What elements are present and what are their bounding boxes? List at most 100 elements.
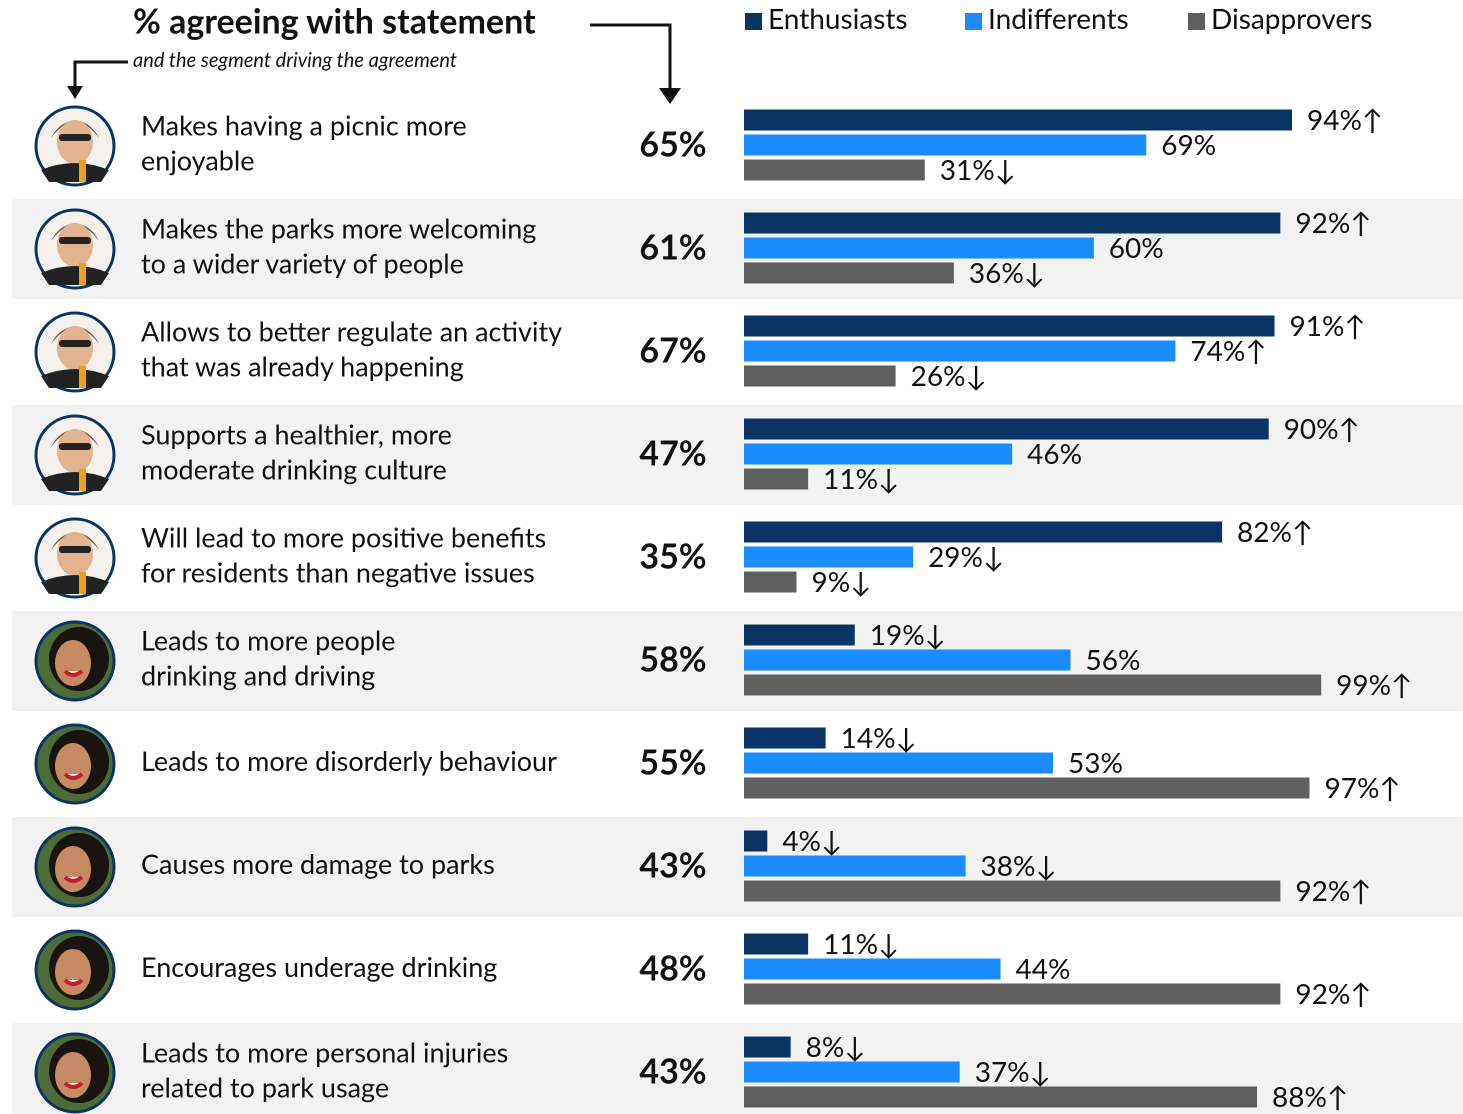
avatar-hair bbox=[51, 429, 99, 447]
avatar-bottle bbox=[79, 263, 86, 285]
avatar bbox=[34, 723, 116, 805]
avatar-hair bbox=[51, 532, 99, 550]
avatar-body bbox=[41, 163, 109, 182]
bar bbox=[744, 674, 1322, 696]
value-label: 92%↑ bbox=[1295, 205, 1371, 239]
avatar bbox=[34, 105, 116, 187]
avatar-glasses bbox=[59, 340, 91, 347]
chart-title: % agreeing with statement bbox=[133, 1, 536, 42]
avatar-face bbox=[55, 1052, 91, 1098]
statement: that was already happening bbox=[141, 349, 464, 382]
total-label: 58% bbox=[639, 639, 706, 680]
value-label: 97%↑ bbox=[1325, 770, 1401, 804]
legend-swatch bbox=[965, 13, 982, 30]
bar bbox=[744, 262, 954, 284]
avatar-body bbox=[41, 472, 109, 491]
bar bbox=[744, 777, 1310, 799]
statement: Will lead to more positive benefits bbox=[141, 520, 546, 553]
legend-label: Indifferents bbox=[988, 1, 1129, 35]
avatar bbox=[34, 929, 116, 1011]
avatar-hair bbox=[51, 120, 99, 138]
avatar-hair bbox=[51, 326, 99, 344]
statement: Makes having a picnic more bbox=[141, 108, 467, 141]
avatar-face bbox=[55, 949, 91, 995]
avatar bbox=[34, 826, 116, 908]
value-label: 56% bbox=[1085, 642, 1140, 676]
value-label: 14%↓ bbox=[841, 720, 917, 754]
avatar-face bbox=[57, 326, 93, 370]
avatar-face bbox=[55, 640, 91, 686]
legend-swatch bbox=[745, 13, 762, 30]
bar bbox=[744, 752, 1053, 774]
avatar bbox=[34, 1032, 116, 1114]
statement: enjoyable bbox=[141, 143, 255, 176]
avatar bbox=[34, 311, 116, 393]
bar bbox=[744, 546, 914, 568]
bar bbox=[744, 624, 855, 646]
bar bbox=[744, 134, 1147, 156]
value-label: 94%↑ bbox=[1307, 102, 1383, 136]
bar bbox=[744, 933, 809, 955]
bar bbox=[744, 109, 1293, 131]
avatar-face bbox=[57, 120, 93, 164]
value-label: 74%↑ bbox=[1190, 333, 1266, 367]
avatar-hair bbox=[51, 223, 99, 241]
avatar-face bbox=[55, 846, 91, 892]
bar bbox=[744, 649, 1071, 671]
legend-label: Disapprovers bbox=[1211, 1, 1372, 35]
value-label: 38%↓ bbox=[981, 848, 1057, 882]
avatar-smile bbox=[63, 772, 84, 780]
bar bbox=[744, 159, 925, 181]
value-label: 36%↓ bbox=[969, 255, 1045, 289]
avatar-glasses bbox=[59, 134, 91, 141]
arrow-head bbox=[67, 86, 83, 99]
value-label: 11%↓ bbox=[823, 926, 899, 960]
avatar bbox=[34, 620, 116, 702]
value-label: 4%↓ bbox=[782, 823, 842, 857]
value-label: 8%↓ bbox=[806, 1029, 866, 1063]
bar bbox=[744, 1061, 960, 1083]
value-label: 26%↓ bbox=[911, 358, 987, 392]
bar bbox=[744, 468, 809, 490]
avatar-glasses bbox=[59, 443, 91, 450]
statement: to a wider variety of people bbox=[141, 246, 464, 279]
arrow-head bbox=[659, 88, 681, 104]
total-label: 47% bbox=[639, 433, 706, 474]
avatar-face bbox=[57, 223, 93, 267]
statement: Supports a healthier, more bbox=[141, 417, 452, 450]
avatar-body bbox=[41, 575, 109, 594]
value-label: 9%↓ bbox=[811, 564, 871, 598]
total-label: 61% bbox=[639, 227, 706, 268]
legend-label: Enthusiasts bbox=[768, 1, 908, 35]
avatar-bottle bbox=[79, 572, 86, 594]
bar bbox=[744, 212, 1281, 234]
value-label: 90%↑ bbox=[1284, 411, 1360, 445]
avatar bbox=[34, 208, 116, 290]
bar bbox=[744, 365, 896, 387]
statement: for residents than negative issues bbox=[141, 555, 535, 588]
bar bbox=[744, 880, 1281, 902]
bar bbox=[744, 237, 1094, 259]
value-label: 31%↓ bbox=[940, 152, 1016, 186]
bar bbox=[744, 418, 1269, 440]
avatar-bottle bbox=[79, 469, 86, 491]
bar bbox=[744, 958, 1001, 980]
avatar-body bbox=[41, 266, 109, 285]
total-label: 67% bbox=[639, 330, 706, 371]
statement: moderate drinking culture bbox=[141, 452, 447, 485]
avatar-smile bbox=[63, 978, 84, 986]
value-label: 60% bbox=[1109, 230, 1164, 264]
value-label: 53% bbox=[1068, 745, 1123, 779]
avatar-smile bbox=[63, 875, 84, 883]
statement: Leads to more personal injuries bbox=[141, 1035, 508, 1068]
value-label: 29%↓ bbox=[928, 539, 1004, 573]
bar bbox=[744, 727, 826, 749]
bar bbox=[744, 983, 1281, 1005]
statement: Makes the parks more welcoming bbox=[141, 211, 536, 244]
value-label: 19%↓ bbox=[870, 617, 946, 651]
value-label: 91%↑ bbox=[1290, 308, 1366, 342]
statement: related to park usage bbox=[141, 1070, 389, 1103]
avatar-body bbox=[41, 369, 109, 388]
total-label: 55% bbox=[639, 742, 706, 783]
